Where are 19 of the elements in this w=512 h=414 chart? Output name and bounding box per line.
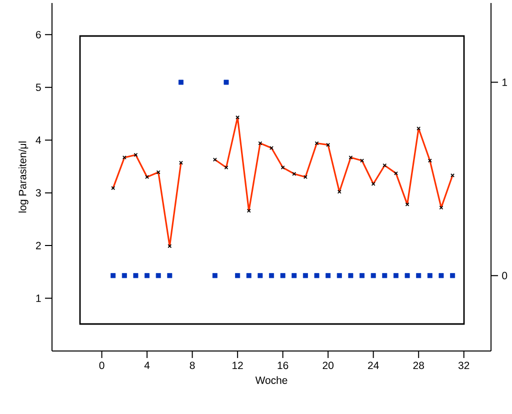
y-tick-label: 2: [36, 242, 41, 250]
x-tick-label: 12: [232, 362, 243, 369]
y-tick-label: 4: [36, 136, 41, 144]
x-tick-label: 16: [278, 362, 288, 370]
x-tick-label: 28: [413, 362, 424, 370]
y-tick-label: 3: [36, 189, 41, 197]
y-tick-label: 1: [36, 294, 41, 302]
y-tick-label: 5: [36, 84, 41, 92]
x-tick-label: 4: [144, 362, 150, 369]
y2-tick-label: 0: [502, 272, 508, 280]
x-tick-label: 24: [368, 362, 379, 369]
y2-tick-label: 1: [502, 78, 507, 86]
x-tick-label: 8: [190, 362, 195, 370]
y-axis-title: log Parasiten/μl: [18, 142, 28, 212]
x-tick-label: 32: [458, 362, 470, 370]
y-tick-label: 6: [36, 30, 41, 38]
x-axis-title: Woche: [255, 376, 288, 384]
x-tick-label: 0: [99, 362, 104, 370]
x-tick-label: 20: [322, 362, 334, 370]
